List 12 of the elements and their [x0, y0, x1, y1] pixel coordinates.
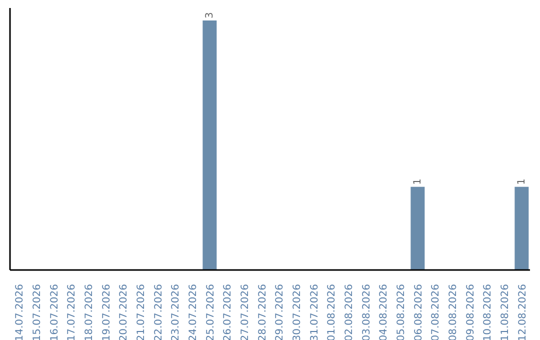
data-label: 3: [204, 12, 216, 18]
x-tick-label: 14.07.2026: [14, 284, 26, 340]
data-label: 1: [516, 178, 528, 185]
x-tick-label: 11.08.2026: [500, 284, 511, 340]
x-tick-label: 16.07.2026: [49, 284, 60, 340]
x-tick-label: 12.08.2026: [517, 284, 528, 340]
x-tick-label: 10.08.2026: [482, 284, 494, 340]
data-label: 1: [412, 178, 424, 185]
x-tick-label: 19.07.2026: [101, 284, 112, 340]
x-tick-label: 17.07.2026: [66, 284, 78, 340]
x-tick-label: 15.07.2026: [32, 284, 43, 340]
x-tick-label: 18.07.2026: [84, 284, 95, 340]
